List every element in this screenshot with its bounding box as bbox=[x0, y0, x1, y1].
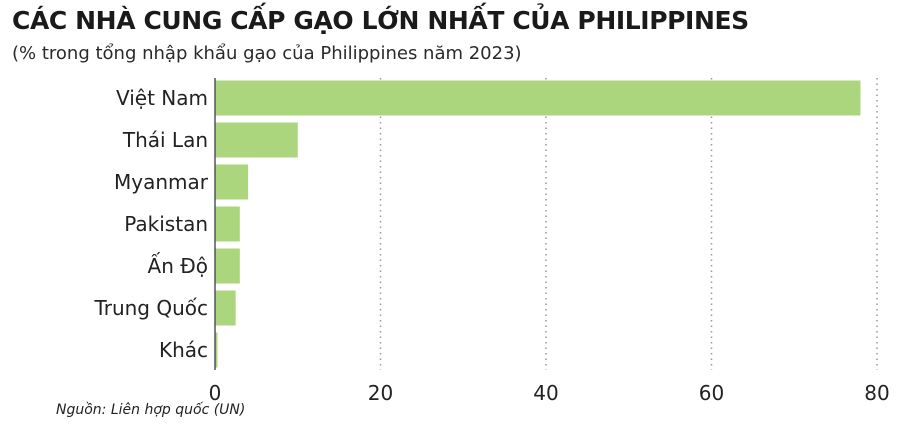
category-label: Việt Nam bbox=[116, 86, 208, 110]
bar bbox=[215, 248, 240, 284]
bar bbox=[215, 122, 298, 158]
category-label: Pakistan bbox=[124, 212, 208, 236]
category-label: Ấn Độ bbox=[148, 253, 208, 278]
bar bbox=[215, 332, 218, 368]
category-labels: Việt Nam Thái Lan Myanmar Pakistan Ấn Độ Trun… bbox=[93, 86, 208, 362]
x-tick-label: 80 bbox=[864, 381, 889, 405]
bar bbox=[215, 206, 240, 242]
bar bbox=[215, 290, 236, 326]
x-tick-label: 20 bbox=[368, 381, 393, 405]
x-tick-label: 60 bbox=[699, 381, 724, 405]
x-tick-label: 0 bbox=[209, 381, 222, 405]
bar bbox=[215, 164, 249, 200]
category-label: Thái Lan bbox=[122, 128, 208, 152]
category-label: Khác bbox=[159, 338, 208, 362]
chart-title: CÁC NHÀ CUNG CẤP GẠO LỚN NHẤT CỦA PHILIP… bbox=[12, 6, 749, 35]
category-label: Trung Quốc bbox=[93, 296, 208, 320]
grid-lines bbox=[379, 78, 878, 370]
bars bbox=[215, 80, 861, 368]
source-note: Nguồn: Liên hợp quốc (UN) bbox=[56, 402, 246, 418]
bar bbox=[215, 80, 861, 116]
x-tick-label: 40 bbox=[533, 381, 558, 405]
chart-subtitle: (% trong tổng nhập khẩu gạo của Philippi… bbox=[12, 43, 522, 64]
category-label: Myanmar bbox=[114, 170, 209, 194]
x-axis-tick-labels: 0 20 40 60 80 bbox=[209, 381, 890, 405]
